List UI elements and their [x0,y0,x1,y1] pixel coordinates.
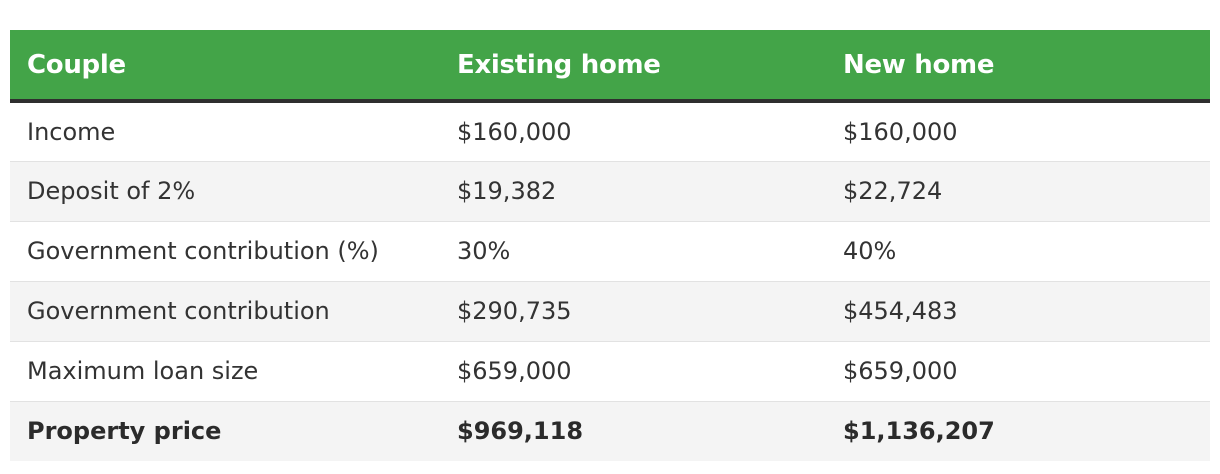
new-home-value: $160,000 [826,101,1210,162]
table-row-income: Income $160,000 $160,000 [10,101,1210,162]
existing-home-value: $160,000 [440,101,826,162]
existing-home-value: $19,382 [440,161,826,222]
existing-home-value: $659,000 [440,341,826,402]
new-home-value: $659,000 [826,341,1210,402]
table-row-maximum-loan-size: Maximum loan size $659,000 $659,000 [10,341,1210,402]
row-label: Government contribution [10,281,440,342]
header-new-home: New home [826,30,1210,103]
row-label: Maximum loan size [10,341,440,402]
new-home-value: 40% [826,221,1210,282]
header-row: Couple Existing home New home [10,30,1210,103]
existing-home-value: $290,735 [440,281,826,342]
existing-home-value: 30% [440,221,826,282]
header-existing-home: Existing home [440,30,826,103]
row-label: Deposit of 2% [10,161,440,222]
table-body: Income $160,000 $160,000 Deposit of 2% $… [10,101,1210,461]
table-row-property-price: Property price $969,118 $1,136,207 [10,401,1210,461]
new-home-value: $22,724 [826,161,1210,222]
table-row-government-contribution-percent: Government contribution (%) 30% 40% [10,221,1210,282]
table-row-government-contribution: Government contribution $290,735 $454,48… [10,281,1210,342]
row-label: Government contribution (%) [10,221,440,282]
table-header: Couple Existing home New home [10,30,1210,103]
new-home-value: $454,483 [826,281,1210,342]
new-home-value: $1,136,207 [843,417,995,446]
header-couple: Couple [10,30,440,103]
comparison-table-container: Couple Existing home New home Income $16… [10,30,1210,461]
comparison-table: Couple Existing home New home Income $16… [10,30,1210,461]
existing-home-value: $969,118 [457,417,584,446]
row-label: Property price [27,417,222,446]
row-label: Income [10,101,440,162]
table-row-deposit: Deposit of 2% $19,382 $22,724 [10,161,1210,222]
